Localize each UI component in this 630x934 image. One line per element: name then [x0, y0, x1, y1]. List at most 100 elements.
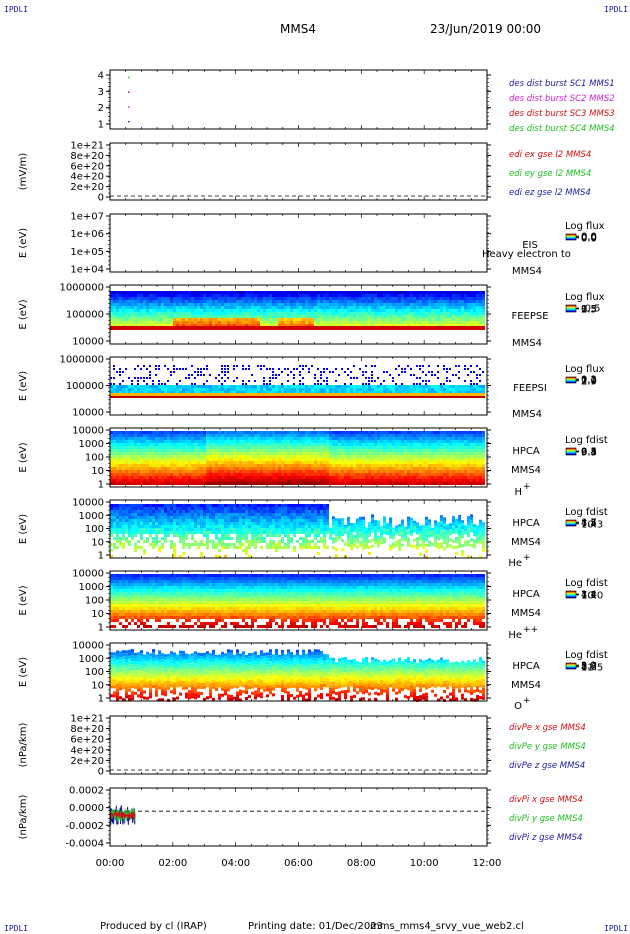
- hpca_h-cell: [281, 464, 284, 467]
- feepsi-cell: [188, 388, 191, 391]
- feepse-cell: [278, 300, 281, 303]
- feepse-cell: [458, 297, 461, 300]
- hpca_h-cell: [248, 440, 251, 443]
- feepse-cell: [467, 326, 470, 330]
- feepse-cell: [260, 291, 263, 294]
- feepse-cell: [458, 291, 461, 294]
- hpca_h-cell: [122, 452, 125, 455]
- feepse-cell: [143, 306, 146, 309]
- feepsi-cell: [362, 383, 364, 385]
- feepse-cell: [353, 303, 356, 306]
- hpca_h-cell: [323, 437, 326, 440]
- feepse-cell: [425, 306, 428, 309]
- feepse-cell: [197, 318, 200, 321]
- feepse-cell: [305, 306, 308, 309]
- feepse-cell: [350, 300, 353, 303]
- hpca_h-cell: [389, 482, 392, 485]
- feepse-cell: [293, 303, 296, 306]
- hpca_h-cell: [302, 434, 305, 437]
- feepse-cell: [455, 312, 458, 315]
- feepsi-cell: [293, 388, 296, 391]
- feepse-cell: [158, 312, 161, 315]
- hpca_h-cell: [182, 437, 185, 440]
- hpca_h-cell: [392, 467, 395, 470]
- feepse-cell: [305, 291, 308, 294]
- feepse-cell: [443, 312, 446, 315]
- feepse-cell: [428, 318, 431, 321]
- feepse-cell: [446, 315, 449, 318]
- hpca_h-cell: [401, 470, 404, 473]
- hpca_h-cell: [407, 449, 410, 452]
- hpca_h-cell: [284, 464, 287, 467]
- hpca_h-cell: [158, 479, 161, 482]
- feepse-cell: [206, 318, 209, 321]
- feepse-cell: [164, 321, 167, 324]
- hpca_h-cell: [143, 464, 146, 467]
- hpca_h-cell: [383, 440, 386, 443]
- hpca_h-cell: [155, 467, 158, 470]
- feepsi-cell: [302, 385, 305, 388]
- hpca_h-cell: [233, 461, 236, 464]
- feepse-cell: [365, 294, 368, 297]
- feepse-cell: [236, 294, 239, 297]
- feepse-cell: [191, 294, 194, 297]
- feepse-cell: [248, 300, 251, 303]
- feepse-cell: [299, 321, 302, 324]
- feepsi-cell: [317, 393, 320, 396]
- feepsi-cell: [281, 393, 284, 396]
- feepse-cell: [191, 312, 194, 315]
- feepse-cell: [149, 324, 152, 327]
- hpca_h-cell: [140, 470, 143, 473]
- hpca_h-cell: [275, 443, 278, 446]
- feepse-cell: [182, 297, 185, 300]
- feepsi-cell: [287, 380, 289, 382]
- feepsi-cell: [419, 393, 422, 396]
- feepsi-cell: [140, 391, 143, 394]
- hpca_h-cell: [296, 458, 299, 461]
- hpca_h-cell: [404, 467, 407, 470]
- feepse-cell: [473, 306, 476, 309]
- hpca_h-cell: [239, 455, 242, 458]
- feepsi-cell: [350, 393, 353, 396]
- feepse-cell: [134, 309, 137, 312]
- feepse-cell: [362, 294, 365, 297]
- feepse-cell: [278, 294, 281, 297]
- feepse-cell: [320, 324, 323, 327]
- feepsi-cell: [158, 385, 161, 388]
- hpca_h-cell: [227, 431, 230, 434]
- hpca_h-cell: [143, 467, 146, 470]
- feepse-cell: [209, 300, 212, 303]
- hpca_h-cell: [128, 473, 131, 476]
- feepse-cell: [113, 324, 116, 327]
- feepse-cell: [260, 294, 263, 297]
- hpca_h-cell: [179, 446, 182, 449]
- feepse-cell: [365, 309, 368, 312]
- feepse-cell: [149, 315, 152, 318]
- feepse-cell: [314, 309, 317, 312]
- feepsi-cell: [116, 371, 118, 373]
- feepsi-cell: [194, 388, 197, 391]
- hpca_h-cell: [404, 461, 407, 464]
- feepsi-cell: [170, 393, 173, 396]
- feepsi-cell: [335, 368, 337, 370]
- hpca_h-cell: [167, 467, 170, 470]
- feepsi-cell: [119, 393, 122, 396]
- feepsi-cell: [389, 374, 391, 376]
- hpca_h-cell: [194, 431, 197, 434]
- feepsi-cell: [185, 368, 187, 370]
- feepse-cell: [452, 291, 455, 294]
- feepsi-cell: [305, 388, 308, 391]
- hpca_h-cell: [344, 479, 347, 482]
- hpca_h-cell: [125, 437, 128, 440]
- feepse-cell: [218, 312, 221, 315]
- hpca_h-cell: [332, 470, 335, 473]
- hpca_h-cell: [188, 446, 191, 449]
- feepse-cell: [200, 303, 203, 306]
- hpca_h-cell: [254, 464, 257, 467]
- feepse-cell: [245, 303, 248, 306]
- feepse-cell: [251, 303, 254, 306]
- feepsi-cell: [302, 383, 304, 385]
- feepse-cell: [467, 312, 470, 315]
- hpca_h-cell: [278, 464, 281, 467]
- feepsi-cell: [470, 393, 473, 396]
